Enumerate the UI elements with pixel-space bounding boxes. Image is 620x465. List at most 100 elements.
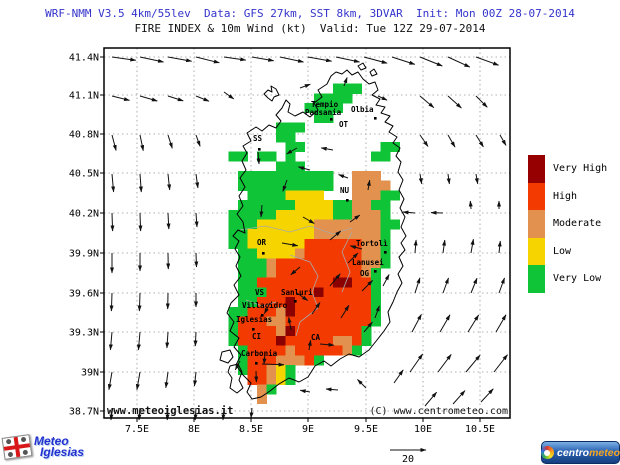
fire-index-cell xyxy=(276,335,286,346)
fire-index-cell xyxy=(257,297,267,308)
fire-index-cell xyxy=(276,161,286,172)
wind-arrow xyxy=(393,369,404,384)
fire-index-cell xyxy=(257,355,267,366)
field-valid-title: FIRE INDEX & 10m Wind (kt) Valid: Tue 12… xyxy=(134,22,486,35)
fire-index-cell xyxy=(276,171,286,182)
wind-arrow xyxy=(299,389,311,394)
city-label: Sanluri xyxy=(281,288,313,297)
wind-arrow xyxy=(167,134,173,149)
fire-index-cell xyxy=(257,219,267,230)
fire-index-cell xyxy=(304,200,315,211)
city-label: Iglesias xyxy=(236,315,272,324)
fire-index-cell xyxy=(295,180,305,191)
fire-index-cell xyxy=(285,190,296,201)
wind-arrow xyxy=(302,216,315,224)
fire-index-cell xyxy=(323,248,334,259)
fire-index-cell xyxy=(342,326,353,337)
wind-arrow xyxy=(259,204,264,218)
lat-tick-label: 39.3N xyxy=(69,328,99,339)
fire-index-cell xyxy=(323,238,334,249)
fire-index-cell xyxy=(342,316,353,327)
fire-index-cell xyxy=(276,238,286,249)
fire-index-cell xyxy=(285,297,296,308)
city-label: OR xyxy=(257,238,267,247)
fire-index-cell xyxy=(238,258,248,269)
fire-index-cell xyxy=(380,238,391,249)
fire-index-cell xyxy=(285,132,296,143)
wind-arrow xyxy=(465,354,481,373)
fire-index-cell xyxy=(238,306,248,317)
fire-index-cell xyxy=(361,238,372,249)
fire-index-cell xyxy=(295,209,305,220)
fire-index-cell xyxy=(333,258,343,269)
city-label: Villacidro xyxy=(242,301,288,310)
fire-index-cell xyxy=(314,200,324,211)
city-dot xyxy=(374,270,377,273)
lat-tick-label: 38.7N xyxy=(69,407,99,418)
wind-arrow xyxy=(138,212,143,232)
sardinia-flag-icon xyxy=(1,434,33,460)
fire-index-cell xyxy=(238,335,248,346)
fire-index-cell xyxy=(228,151,239,162)
fire-index-cell xyxy=(342,335,353,346)
fire-index-cell xyxy=(314,258,324,269)
fire-index-cell xyxy=(266,306,277,317)
fire-index-cell xyxy=(342,345,353,356)
lon-tick-label: 8E xyxy=(188,424,200,435)
legend-label: High xyxy=(553,190,578,202)
fire-index-cell xyxy=(266,335,277,346)
fire-index-cell xyxy=(352,287,362,298)
fire-index-cell xyxy=(266,268,277,279)
wind-arrow xyxy=(363,56,388,64)
fire-index-cell xyxy=(361,171,372,182)
fire-index-cell xyxy=(352,171,362,182)
logo-text-meteo: Meteo xyxy=(34,434,69,448)
fire-index-cell xyxy=(295,277,305,288)
city-dot xyxy=(262,252,265,255)
fire-index-cell xyxy=(361,326,372,337)
lon-tick-label: 9.5E xyxy=(354,424,378,435)
fire-index-cell xyxy=(257,190,267,201)
wind-arrow xyxy=(287,316,292,331)
wind-arrow xyxy=(167,56,193,63)
fire-index-cell xyxy=(380,190,391,201)
wind-arrow xyxy=(419,95,435,108)
city-label: Pausania xyxy=(305,108,342,117)
wind-scale-value: 20 xyxy=(402,454,414,465)
fire-index-cell xyxy=(285,122,296,133)
wind-arrow xyxy=(419,134,429,147)
fire-index-cell xyxy=(295,122,305,133)
city-label: Carbonia xyxy=(241,349,278,358)
fire-index-cell xyxy=(333,248,343,259)
wind-arrow xyxy=(493,354,508,373)
fire-index-cell xyxy=(323,180,334,191)
wind-arrow xyxy=(263,302,271,315)
fire-index-cell xyxy=(342,277,353,288)
city-label: Tortolì xyxy=(356,239,388,248)
fire-index-cell xyxy=(266,209,277,220)
lon-tick-label: 8.5E xyxy=(239,424,263,435)
fire-index-cell xyxy=(352,268,362,279)
fire-index-cell xyxy=(342,229,353,240)
city-label: CI xyxy=(252,332,261,341)
fire-index-cell xyxy=(247,287,258,298)
fire-index-cell xyxy=(323,277,334,288)
wind-arrow xyxy=(194,252,199,268)
fire-index-cell xyxy=(266,277,277,288)
fire-index-cell xyxy=(266,287,277,298)
fire-index-cell xyxy=(390,141,400,152)
fire-index-cell xyxy=(238,151,248,162)
wind-arrow xyxy=(475,95,488,108)
wind-arrow xyxy=(447,56,471,68)
fire-index-cell xyxy=(333,238,343,249)
city-dot xyxy=(294,300,297,303)
legend-swatch xyxy=(528,237,545,265)
centrometeo-logo: centrometeo xyxy=(540,441,620,464)
wind-arrow xyxy=(480,388,494,403)
fire-index-cell xyxy=(371,180,381,191)
fire-index-cell xyxy=(361,229,372,240)
fire-index-cell xyxy=(238,180,248,191)
lon-tick-label: 10.5E xyxy=(465,424,495,435)
